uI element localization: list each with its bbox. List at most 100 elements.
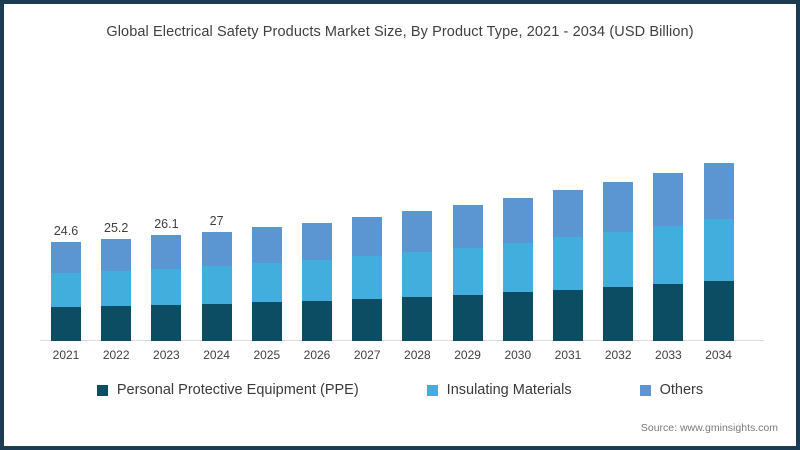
x-axis-tick-label: 2029: [454, 348, 481, 362]
bar-segment-ppe[interactable]: [452, 294, 483, 341]
bar-segment-others[interactable]: [452, 205, 483, 248]
bar-group[interactable]: 2031: [553, 190, 583, 362]
x-axis-tick-label: 2027: [353, 348, 381, 362]
x-axis-tick-label: 2032: [604, 348, 632, 362]
bar-stack: [352, 217, 383, 341]
bar-segment-ppe[interactable]: [201, 303, 232, 341]
x-axis-tick-label: 2022: [102, 348, 130, 362]
bar-group[interactable]: 25.2 2022: [101, 221, 132, 362]
bar-group[interactable]: 2034: [703, 163, 734, 362]
bar-segment-insulating[interactable]: [553, 237, 583, 291]
legend-label: Insulating Materials: [446, 382, 572, 398]
x-axis-tick-label: 2023: [153, 348, 180, 362]
bar-group[interactable]: 2033: [653, 173, 684, 362]
legend-label: Personal Protective Equipment (PPE): [116, 382, 359, 398]
bar-stack: [603, 182, 634, 341]
bar-segment-insulating[interactable]: [251, 262, 282, 303]
bar-segment-others[interactable]: [201, 231, 232, 267]
bar-segment-others[interactable]: [653, 173, 684, 226]
bar-segment-ppe[interactable]: [603, 287, 634, 341]
bar-segment-ppe[interactable]: [251, 302, 282, 341]
bar-segment-others[interactable]: [402, 211, 433, 253]
bar-segment-insulating[interactable]: [703, 218, 734, 282]
bar-segment-others[interactable]: [51, 241, 81, 274]
x-axis-tick-label: 2024: [203, 348, 230, 362]
bar-group[interactable]: 2030: [502, 197, 533, 362]
bar-segment-others[interactable]: [302, 222, 332, 261]
legend-label: Others: [659, 382, 704, 398]
x-axis-line: [40, 340, 764, 341]
bar-segment-others[interactable]: [703, 163, 734, 219]
bar-group[interactable]: 24.6 2021: [51, 224, 81, 362]
chart-title: Global Electrical Safety Products Market…: [106, 24, 694, 40]
x-axis-tick-label: 2033: [655, 348, 682, 362]
bar-stack: [553, 190, 583, 341]
bar-group[interactable]: 2025: [251, 226, 282, 362]
bar-value-label: 25.2: [104, 221, 129, 236]
bar-segment-insulating[interactable]: [352, 256, 383, 299]
bar-segment-others[interactable]: [502, 197, 533, 243]
x-axis-tick-label: 2030: [504, 348, 532, 362]
bar-segment-ppe[interactable]: [653, 284, 684, 341]
bar-group[interactable]: 2032: [603, 182, 634, 362]
bar-segment-others[interactable]: [352, 217, 383, 257]
bar-segment-insulating[interactable]: [151, 269, 182, 305]
bar-value-label: 27: [209, 213, 224, 228]
x-axis-tick-label: 2021: [52, 348, 80, 362]
x-axis-tick-label: 2031: [554, 348, 582, 362]
bar-segment-others[interactable]: [101, 239, 132, 272]
bar-value-label: 26.1: [154, 217, 179, 232]
bar-stack: [402, 211, 433, 341]
legend-swatch-icon: [426, 384, 438, 396]
plot-area: 24.6 2021 25.2 2022 26.1 2023 27 2024 2025 2026 20…: [4, 4, 796, 446]
bar-stack: [151, 235, 182, 341]
bar-stack: [251, 226, 282, 341]
bar-segment-others[interactable]: [151, 235, 182, 269]
bar-segment-ppe[interactable]: [352, 298, 383, 341]
chart-legend: Personal Protective Equipment (PPE) Insul…: [4, 382, 796, 398]
bar-segment-ppe[interactable]: [101, 306, 132, 341]
x-axis-tick-label: 2025: [253, 348, 281, 362]
bar-segment-others[interactable]: [603, 182, 634, 232]
bar-segment-insulating[interactable]: [603, 231, 634, 288]
bar-segment-ppe[interactable]: [51, 307, 81, 341]
bar-group[interactable]: 27 2024: [201, 214, 232, 362]
bar-segment-insulating[interactable]: [502, 242, 533, 293]
bar-stack: [101, 239, 132, 341]
bar-segment-ppe[interactable]: [502, 292, 533, 341]
legend-swatch-icon: [639, 384, 651, 396]
x-axis-tick-label: 2026: [303, 348, 331, 362]
bar-segment-ppe[interactable]: [302, 300, 332, 341]
legend-item-others[interactable]: Others: [639, 382, 704, 398]
bar-segment-ppe[interactable]: [553, 290, 583, 341]
source-note: Source: www.gminsights.com: [640, 422, 778, 434]
bar-stack: [51, 241, 81, 341]
legend-item-insulating[interactable]: Insulating Materials: [426, 382, 572, 398]
bar-stack: [452, 205, 483, 341]
bar-segment-insulating[interactable]: [402, 252, 433, 297]
bar-segment-others[interactable]: [251, 226, 282, 263]
bar-segment-insulating[interactable]: [101, 271, 132, 307]
bar-segment-others[interactable]: [553, 190, 583, 238]
bar-segment-insulating[interactable]: [51, 273, 81, 308]
bar-group[interactable]: 2029: [452, 205, 483, 362]
bar-segment-ppe[interactable]: [151, 305, 182, 341]
bar-segment-ppe[interactable]: [703, 281, 734, 341]
legend-item-ppe[interactable]: Personal Protective Equipment (PPE): [96, 382, 359, 398]
bar-group[interactable]: 2028: [402, 211, 433, 362]
bar-group[interactable]: 2027: [352, 217, 383, 362]
bar-group[interactable]: 2026: [302, 222, 332, 362]
bar-value-label: 24.6: [53, 223, 79, 238]
bar-segment-insulating[interactable]: [452, 247, 483, 295]
bar-stack: [302, 222, 332, 341]
x-axis-tick-label: 2034: [705, 348, 732, 362]
bar-group[interactable]: 26.1 2023: [151, 217, 182, 362]
bar-segment-insulating[interactable]: [653, 225, 684, 285]
bar-stack: [653, 173, 684, 341]
bar-segment-insulating[interactable]: [302, 260, 332, 301]
bar-stack: [703, 163, 734, 341]
bar-segment-ppe[interactable]: [402, 296, 433, 341]
bar-segment-insulating[interactable]: [201, 266, 232, 304]
x-axis-tick-label: 2028: [404, 348, 431, 362]
